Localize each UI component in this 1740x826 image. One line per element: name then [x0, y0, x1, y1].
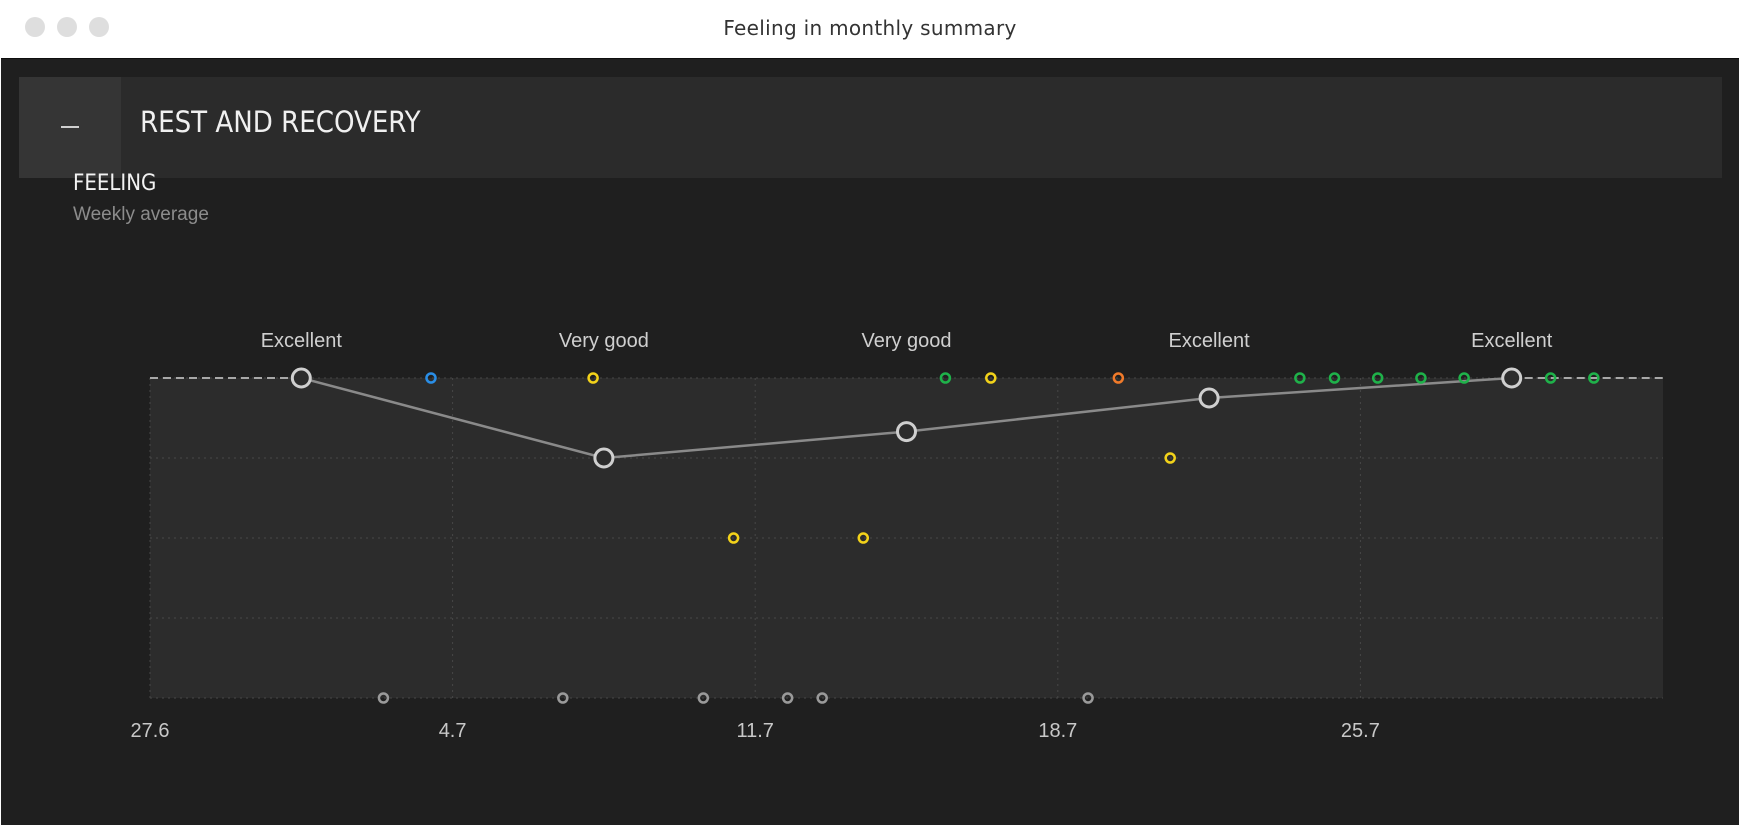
x-tick-label: 18.7 — [1038, 720, 1077, 742]
daily-feeling-point — [587, 372, 599, 384]
weekly-average-label: Very good — [559, 330, 649, 352]
daily-feeling-point — [816, 692, 828, 704]
daily-feeling-point — [1458, 372, 1470, 384]
weekly-average-label: Excellent — [261, 330, 343, 352]
weekly-average-point — [593, 447, 615, 469]
close-window-button[interactable] — [25, 17, 45, 37]
daily-feeling-point — [1544, 372, 1557, 384]
weekly-average-label: Excellent — [1471, 330, 1553, 352]
daily-feeling-point — [1164, 452, 1176, 464]
daily-feeling-point — [857, 532, 870, 544]
daily-feeling-point — [1294, 372, 1306, 384]
chart-subtitle: Weekly average — [73, 204, 209, 225]
daily-feeling-point — [781, 692, 794, 704]
weekly-average-point — [896, 421, 917, 443]
daily-feeling-point — [1328, 372, 1341, 384]
daily-feeling-point — [425, 372, 437, 384]
daily-feeling-point — [939, 372, 952, 384]
daily-feeling-point — [697, 692, 710, 704]
daily-feeling-point — [1415, 372, 1427, 384]
x-tick-label: 27.6 — [131, 720, 170, 742]
weekly-average-point — [1501, 367, 1523, 389]
daily-feeling-point — [1082, 692, 1094, 704]
daily-feeling-point — [1588, 372, 1600, 384]
weekly-average-label: Very good — [861, 330, 951, 352]
section-title: REST AND RECOVERY — [140, 105, 421, 139]
daily-feeling-point — [1371, 372, 1384, 384]
x-tick-label: 25.7 — [1341, 720, 1380, 742]
x-tick-label: 4.7 — [439, 720, 467, 742]
collapse-section-button[interactable] — [19, 77, 121, 178]
daily-feeling-point — [1112, 372, 1125, 384]
weekly-average-point — [290, 367, 312, 389]
minimize-window-button[interactable] — [57, 17, 77, 37]
daily-feeling-point — [727, 532, 740, 544]
window-title: Feeling in monthly summary — [723, 16, 1017, 40]
section-header: REST AND RECOVERY — [19, 77, 1722, 178]
daily-feeling-point — [557, 692, 569, 704]
title-bar: Feeling in monthly summary — [0, 0, 1740, 58]
x-tick-label: 11.7 — [736, 720, 773, 742]
minus-icon — [61, 126, 79, 128]
weekly-average-label: Excellent — [1169, 330, 1251, 352]
weekly-average-point — [1198, 387, 1220, 409]
chart-title: FEELING — [73, 171, 157, 196]
daily-feeling-point — [377, 692, 390, 704]
daily-feeling-point — [985, 372, 997, 384]
zoom-window-button[interactable] — [89, 17, 109, 37]
